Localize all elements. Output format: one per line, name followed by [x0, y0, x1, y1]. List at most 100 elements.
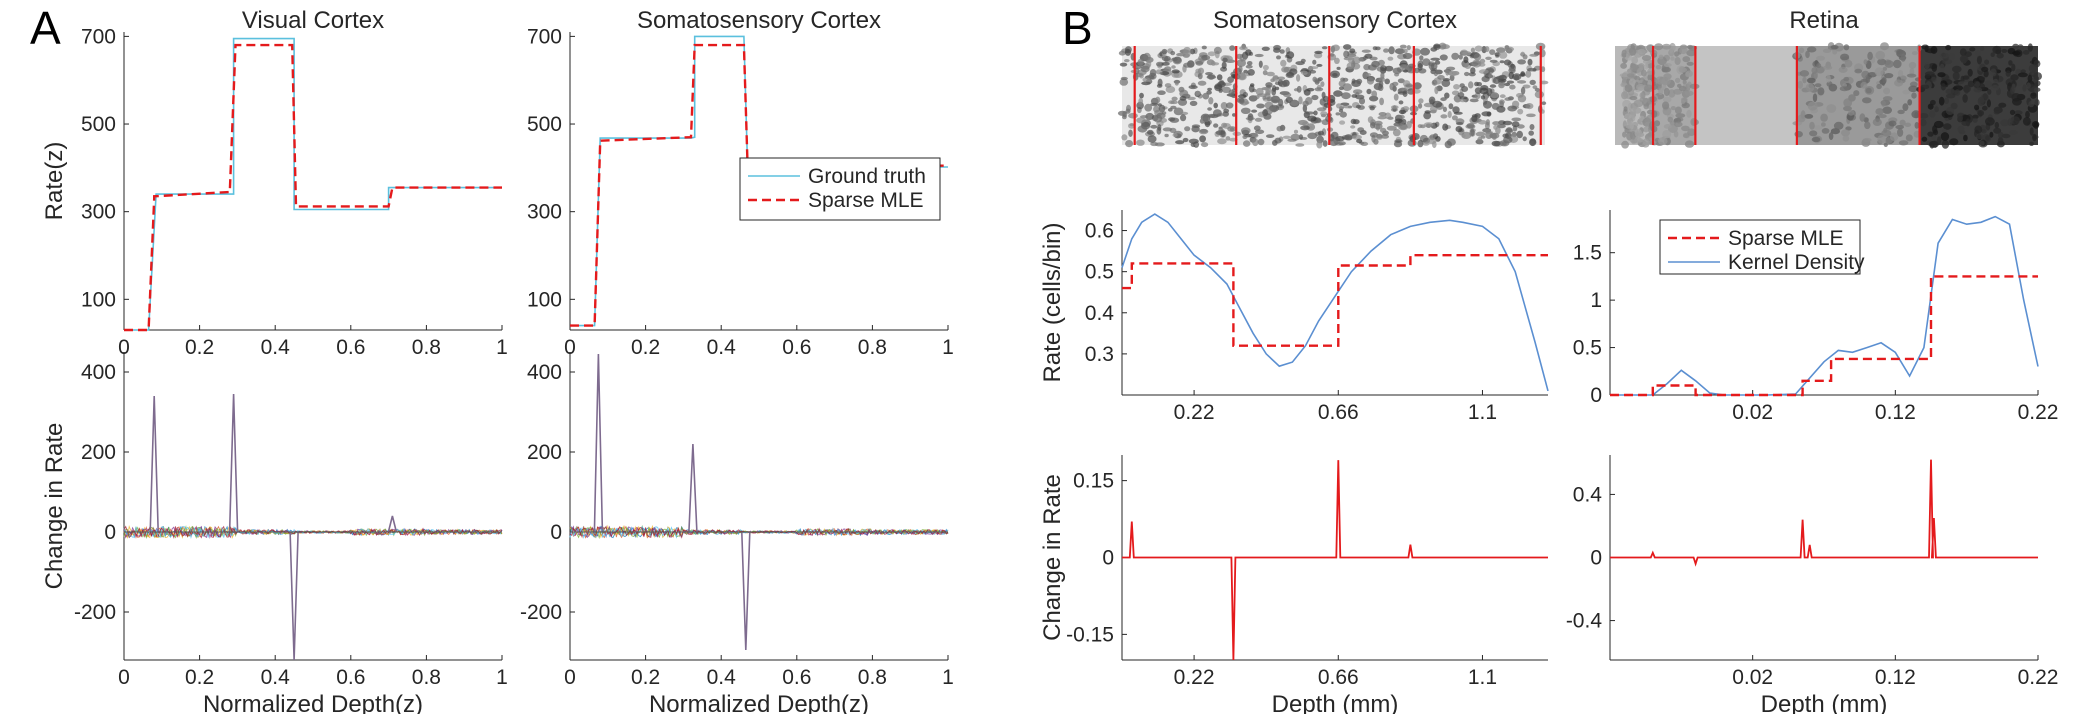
cell-blob — [1797, 81, 1803, 89]
cell-blob — [1952, 71, 1960, 81]
x-tick-label: 1 — [942, 666, 954, 689]
cell-blob — [1239, 46, 1248, 51]
cell-blob — [1213, 46, 1222, 55]
cell-blob — [1799, 47, 1805, 54]
cell-blob — [1474, 87, 1482, 94]
cell-blob — [1942, 128, 1947, 134]
cell-blob — [1992, 45, 2002, 54]
cell-blob — [1914, 122, 1920, 129]
x-tick-label: 0.6 — [782, 666, 811, 689]
cell-blob — [1316, 140, 1323, 149]
cell-blob — [1167, 108, 1173, 112]
cell-blob — [1169, 117, 1180, 123]
cell-blob — [1907, 99, 1913, 106]
cell-blob — [1227, 126, 1237, 132]
cell-blob — [1228, 89, 1235, 98]
cell-blob — [1881, 100, 1886, 107]
cell-blob — [1261, 46, 1270, 51]
cell-blob — [1462, 51, 1472, 56]
cell-blob — [1927, 131, 1934, 137]
cell-blob — [1680, 99, 1686, 105]
cell-blob — [1245, 64, 1253, 69]
cell-blob — [1201, 45, 1207, 50]
cell-blob — [1670, 56, 1675, 61]
y-tick-label: 200 — [81, 441, 116, 464]
cell-blob — [1468, 81, 1474, 89]
x-tick-label: 0 — [564, 336, 576, 359]
cell-blob — [1338, 80, 1346, 87]
cell-blob — [1813, 125, 1823, 130]
cell-blob — [1959, 55, 1969, 63]
cell-blob — [1433, 70, 1438, 77]
cell-blob — [1520, 71, 1525, 77]
cell-blob — [1921, 44, 1929, 50]
cell-blob — [2033, 87, 2041, 92]
cell-blob — [1990, 52, 1995, 57]
cell-blob — [1506, 80, 1515, 84]
cell-blob — [2010, 86, 2015, 95]
cell-blob — [1957, 81, 1967, 86]
cell-blob — [1293, 129, 1299, 134]
cell-blob — [1207, 113, 1216, 118]
cell-blob — [1991, 84, 2000, 91]
cell-blob — [1444, 92, 1450, 99]
cell-blob — [1993, 78, 1999, 84]
cell-blob — [1485, 130, 1494, 134]
cell-blob — [1183, 62, 1193, 68]
y-axis-label: Change in Rate — [1039, 474, 1066, 641]
cell-blob — [1875, 108, 1884, 115]
cell-blob — [1621, 91, 1629, 100]
cell-blob — [1353, 89, 1363, 95]
cell-blob — [1477, 120, 1487, 125]
cell-blob — [1491, 140, 1501, 147]
cell-blob — [1529, 124, 1535, 130]
cell-blob — [1197, 80, 1207, 86]
cell-blob — [1820, 113, 1828, 122]
cell-blob — [1217, 138, 1227, 145]
cell-blob — [1394, 48, 1405, 55]
cell-blob — [1162, 111, 1167, 115]
cell-blob — [1902, 103, 1909, 111]
legend-label: Sparse MLE — [808, 189, 924, 212]
cell-blob — [1451, 90, 1460, 96]
cell-blob — [2022, 50, 2030, 55]
cell-blob — [1155, 69, 1162, 75]
cell-blob — [2005, 70, 2011, 77]
cell-blob — [1266, 134, 1275, 139]
y-tick-label: 200 — [527, 441, 562, 464]
cell-blob — [1534, 90, 1545, 99]
x-tick-label: 0.2 — [185, 336, 214, 359]
cell-blob — [2015, 80, 2023, 86]
cell-blob — [1961, 120, 1970, 126]
cell-blob — [1300, 58, 1306, 63]
cell-blob — [1402, 64, 1410, 69]
cell-blob — [1238, 94, 1247, 99]
cell-blob — [1262, 64, 1269, 71]
cell-blob — [1973, 87, 1983, 93]
cell-blob — [1246, 61, 1253, 66]
cell-blob — [1347, 56, 1355, 64]
cell-blob — [1881, 129, 1892, 137]
cell-blob — [1221, 122, 1228, 128]
cell-blob — [1979, 140, 1985, 146]
chart-title: Somatosensory Cortex — [1213, 7, 1457, 34]
cell-blob — [1530, 140, 1535, 147]
cell-blob — [1428, 96, 1436, 105]
cell-blob — [1833, 121, 1844, 130]
cell-blob — [2010, 116, 2021, 125]
cell-blob — [1142, 77, 1151, 82]
cell-blob — [1376, 133, 1383, 139]
cell-blob — [1504, 128, 1514, 134]
y-tick-label: 0 — [1102, 547, 1114, 570]
cell-blob — [1489, 49, 1496, 55]
cell-blob — [1919, 119, 1927, 127]
retina-micrograph — [1615, 42, 2042, 149]
cell-blob — [1435, 136, 1441, 142]
cell-blob — [1223, 108, 1230, 114]
cell-blob — [1351, 134, 1362, 140]
cell-blob — [1279, 80, 1288, 88]
cell-blob — [1323, 102, 1332, 108]
cell-blob — [1905, 134, 1913, 142]
cell-blob — [1213, 102, 1218, 109]
cell-blob — [1924, 71, 1935, 77]
